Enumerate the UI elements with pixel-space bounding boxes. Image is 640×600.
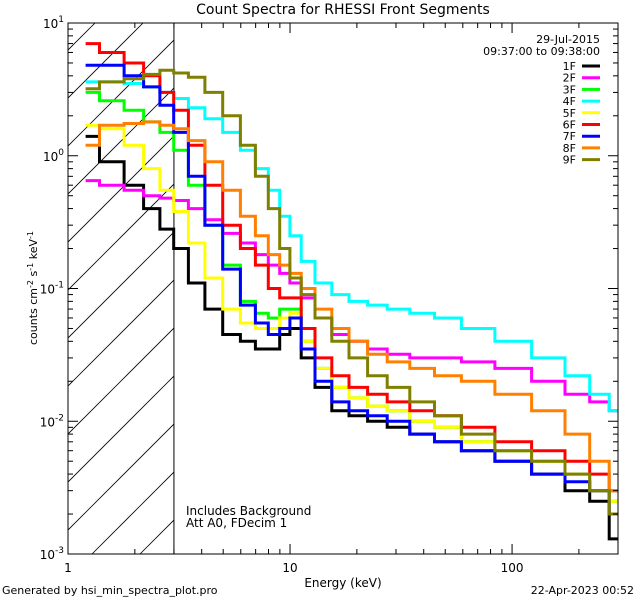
y-tick-label: 10-2 [40,413,64,429]
footer-timestamp: 22-Apr-2023 00:52 [530,584,634,597]
hatch-line [68,231,174,339]
series-8F [85,120,618,493]
background-hatch-region [0,0,640,554]
hatch-line [68,423,174,531]
x-tick-label: 100 [501,561,524,575]
series-6F [85,42,618,493]
series-7F [85,63,618,516]
y-tick-label: 100 [43,148,64,164]
header-date: 29-Jul-2015 [536,33,600,46]
x-tick-labels: 1 10 100 [64,561,523,575]
footer-generated-by: Generated by hsi_min_spectra_plot.pro [2,584,218,597]
legend-label-3F: 3F [563,83,576,96]
x-axis-label: Energy (keV) [304,576,381,590]
y-tick-label-base: 10 [43,150,58,164]
axis-ticks [67,23,619,555]
hatch-line [68,23,144,99]
hatch-line [68,375,174,483]
hatch-line [68,279,174,387]
y-axis-label-part: s [27,270,40,279]
legend-label-5F: 5F [563,107,576,120]
header-time-range: 09:37:00 to 09:38:00 [483,45,600,58]
hatch-line [0,0,28,554]
legend-label-7F: 7F [563,130,576,143]
legend-label-8F: 8F [563,142,576,155]
y-tick-label: 10-3 [40,546,64,562]
y-tick-label-base: 10 [40,548,55,562]
y-axis-label-part: counts cm [27,288,40,345]
series-9F [85,68,618,516]
note-background: Includes Background [186,504,311,518]
y-axis-label-part: keV [27,239,40,263]
series-2F [85,179,618,413]
hatch-line [284,0,640,554]
y-axis-label-exponent: -1 [26,231,35,239]
y-axis-label-exponent: -2 [26,280,35,288]
y-tick-label-base: 10 [40,415,55,429]
y-tick-label: 10-1 [40,281,64,297]
x-tick-label: 10 [282,561,297,575]
chart-title: Count Spectra for RHESSI Front Segments [196,2,490,18]
legend-label-1F: 1F [563,60,576,73]
legend-label-4F: 4F [563,95,576,108]
hatch-line [68,39,174,147]
y-tick-label-base: 10 [40,283,55,297]
y-tick-label: 101 [43,15,64,31]
y-axis-label: counts cm-2 s-1 keV-1 [26,231,40,345]
y-tick-label-exponent: -2 [55,413,64,423]
legend-label-2F: 2F [563,72,576,85]
series-5F [85,123,618,503]
y-tick-label-exponent: 0 [58,148,64,158]
legend-label-6F: 6F [563,119,576,132]
hatch-line [68,183,174,291]
hatch-line [68,327,174,435]
y-axis-label-exponent: -1 [26,263,35,271]
series-3F [85,90,618,503]
series-group [85,42,618,541]
y-tick-label-exponent: 1 [58,15,64,25]
x-tick-label: 1 [64,561,72,575]
legend-label-9F: 9F [563,154,576,167]
y-tick-label-base: 10 [43,17,58,31]
y-tick-label-exponent: -1 [55,281,64,291]
note-attenuator: Att A0, FDecim 1 [186,516,287,530]
y-tick-label-exponent: -3 [55,546,64,556]
